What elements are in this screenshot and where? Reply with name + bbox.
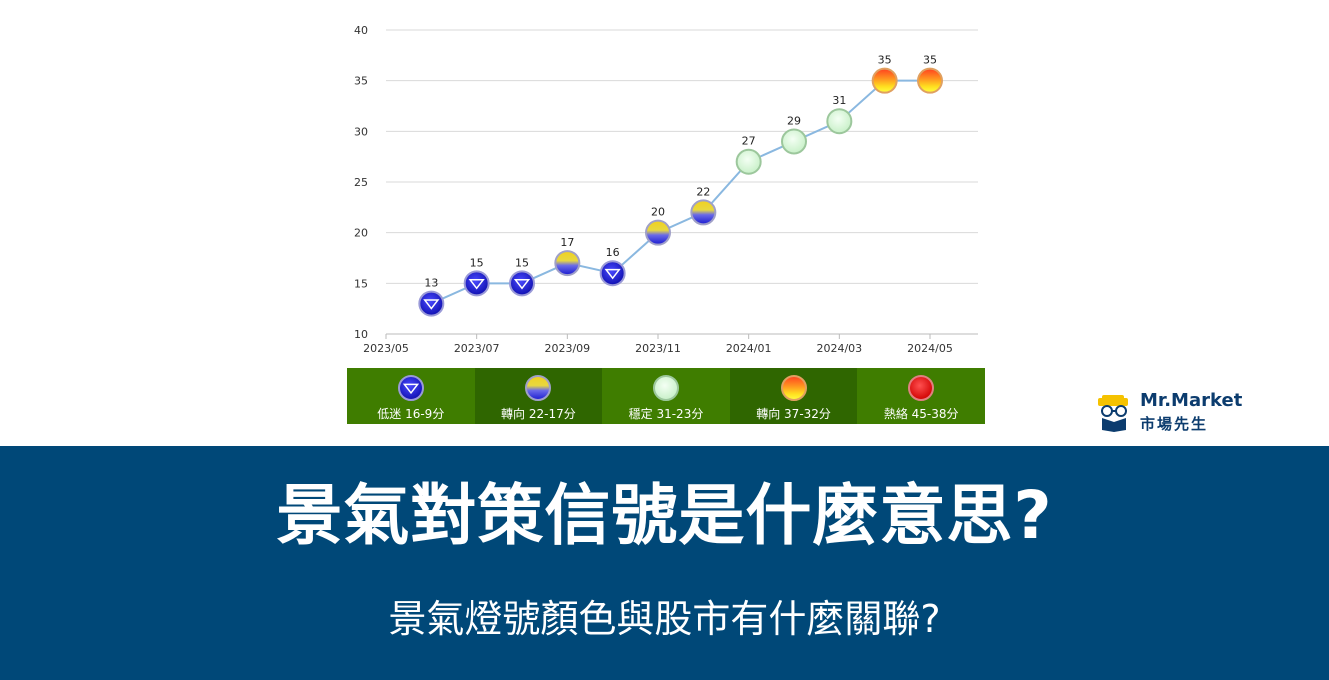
x-tick-label: 2023/07 xyxy=(454,342,500,355)
data-point xyxy=(735,148,762,175)
legend-signal-icon xyxy=(908,375,935,401)
chart-legend: 低迷 16-9分 轉向 22-17分 穩定 31-23分 轉向 37-32分 熱絡 45… xyxy=(347,368,985,424)
data-point xyxy=(418,290,445,317)
data-label: 15 xyxy=(470,256,484,269)
data-label: 13 xyxy=(424,277,438,290)
legend-marker xyxy=(397,375,424,401)
page-title: 景氣對策信號是什麼意思? xyxy=(276,477,1053,554)
data-point xyxy=(781,128,807,155)
legend-signal-icon xyxy=(525,375,552,401)
legend-signal-icon xyxy=(652,375,679,401)
chart-grid xyxy=(386,29,978,284)
legend-label: 熱絡 45-38分 xyxy=(883,407,959,421)
y-tick-label: 40 xyxy=(354,24,368,37)
legend-label: 低迷 16-9分 xyxy=(377,407,445,421)
y-tick-label: 35 xyxy=(354,75,368,88)
chart-axes: 10 15 20 25 30 35 40 2023/05 2023/07 2023/09 2023/… xyxy=(354,24,978,355)
x-tick-label: 2024/01 xyxy=(726,342,772,355)
brand-logo-block: Mr.Market 市場先生 xyxy=(1096,388,1266,436)
data-point xyxy=(645,219,671,246)
y-tick-label: 30 xyxy=(354,125,368,138)
data-point xyxy=(509,270,535,297)
data-label: 20 xyxy=(651,206,665,219)
data-label: 35 xyxy=(878,54,892,67)
data-point xyxy=(463,270,490,297)
legend-signal-icon xyxy=(397,375,424,401)
y-tick-label: 10 xyxy=(354,328,368,341)
legend-label: 轉向 37-32分 xyxy=(756,407,831,421)
legend-marker xyxy=(525,375,552,401)
x-tick-label: 2024/03 xyxy=(816,342,862,355)
y-tick-label: 15 xyxy=(354,277,368,290)
page-subtitle: 景氣燈號顏色與股市有什麼關聯? xyxy=(388,597,941,641)
brand-name-en: Mr.Market xyxy=(1140,390,1243,411)
data-label: 16 xyxy=(606,246,620,259)
legend-item: 轉向 37-32分 xyxy=(729,368,858,424)
data-point xyxy=(826,108,853,135)
x-tick-label: 2023/05 xyxy=(363,342,409,355)
data-point xyxy=(871,67,898,94)
glasses-logo-icon xyxy=(1098,395,1128,432)
legend-item: 熱絡 45-38分 xyxy=(857,368,985,424)
x-tick-label: 2023/11 xyxy=(635,342,681,355)
legend-marker xyxy=(780,375,807,401)
legend-item: 低迷 16-9分 xyxy=(347,368,475,424)
data-label: 22 xyxy=(696,185,710,198)
brand-name-zh: 市場先生 xyxy=(1140,415,1209,433)
legend-signal-icon xyxy=(780,375,807,401)
data-point xyxy=(554,250,581,277)
y-tick-label: 25 xyxy=(354,176,368,189)
chart-line xyxy=(430,79,930,305)
legend-marker xyxy=(652,375,679,401)
data-label: 27 xyxy=(742,135,756,148)
legend-marker xyxy=(908,375,935,401)
y-tick-label: 20 xyxy=(354,227,368,240)
legend-item: 穩定 31-23分 xyxy=(602,368,730,424)
legend-label: 轉向 22-17分 xyxy=(501,407,576,421)
data-label: 17 xyxy=(560,236,574,249)
series-line xyxy=(430,79,930,305)
data-label: 35 xyxy=(923,54,937,67)
x-tick-label: 2023/09 xyxy=(544,342,590,355)
signal-chart: 10 15 20 25 30 35 40 2023/05 2023/07 2023/09 2023/… xyxy=(354,24,978,355)
title-banner: 景氣對策信號是什麼意思? 景氣燈號顏色與股市有什麼關聯? xyxy=(0,446,1329,680)
data-label: 15 xyxy=(515,256,529,269)
data-point xyxy=(917,67,943,94)
data-label: 31 xyxy=(832,94,846,107)
legend-label: 穩定 31-23分 xyxy=(628,407,704,421)
legend-item: 轉向 22-17分 xyxy=(474,368,603,424)
data-point xyxy=(690,199,717,226)
x-tick-label: 2024/05 xyxy=(907,342,953,355)
data-point xyxy=(599,260,626,287)
chart-points: 13 15 15 17 16 20 22 27 29 31 35 35 xyxy=(418,54,943,317)
data-label: 29 xyxy=(787,114,801,127)
